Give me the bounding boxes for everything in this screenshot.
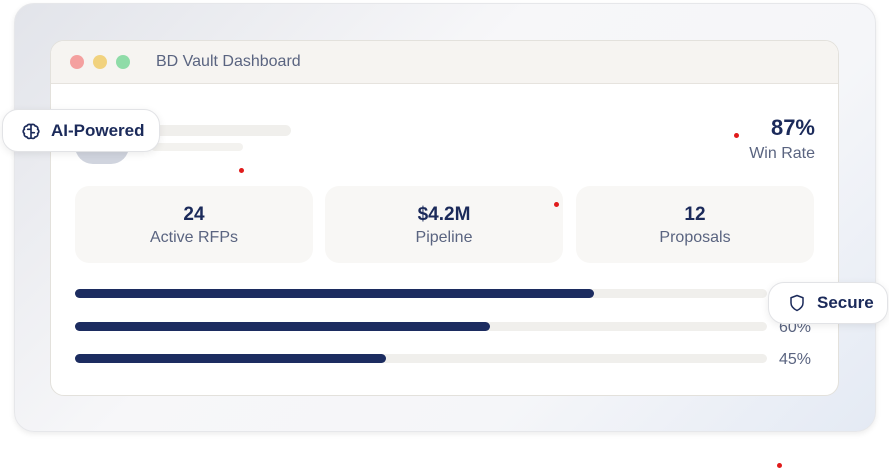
skeleton-line (151, 125, 291, 136)
badge-label: Secure (817, 293, 874, 312)
red-dot (777, 463, 782, 468)
dashboard-window: BD Vault Dashboard 87% Win Rate 24 Activ… (50, 40, 839, 396)
win-rate-value: 87% (770, 115, 815, 140)
window-title: BD Vault Dashboard (156, 53, 301, 70)
win-rate-label: Win Rate (749, 145, 815, 162)
secure-badge: Secure (768, 282, 888, 324)
red-dot (734, 133, 739, 138)
shield-icon (790, 294, 804, 312)
stat-value: 24 (183, 204, 205, 225)
brain-icon (22, 123, 40, 139)
stat-proposals: 12 Proposals (576, 186, 814, 263)
title-bar: BD Vault Dashboard (51, 41, 838, 84)
stat-pipeline: $4.2M Pipeline (325, 186, 563, 263)
stat-label: Pipeline (415, 229, 473, 246)
close-dot[interactable] (70, 55, 84, 69)
progress-bar-3 (75, 354, 767, 363)
maximize-dot[interactable] (116, 55, 130, 69)
badge-label: AI-Powered (51, 120, 145, 140)
skeleton-line (151, 143, 243, 151)
red-dot (239, 168, 244, 173)
ai-powered-badge: AI-Powered (2, 109, 160, 152)
minimize-dot[interactable] (93, 55, 107, 69)
stat-label: Active RFPs (149, 229, 238, 246)
progress-label: 45% (779, 351, 812, 368)
stat-value: $4.2M (417, 204, 471, 225)
progress-fill (75, 354, 387, 363)
progress-fill (75, 322, 491, 331)
progress-fill (75, 289, 594, 298)
red-dot (554, 202, 559, 207)
win-rate: 87% Win Rate (749, 115, 815, 163)
progress-bar-2 (75, 322, 767, 331)
stat-value: 12 (684, 204, 706, 225)
stat-active-rfps: 24 Active RFPs (75, 186, 313, 263)
stat-label: Proposals (659, 229, 731, 246)
progress-bar-1 (75, 289, 767, 298)
